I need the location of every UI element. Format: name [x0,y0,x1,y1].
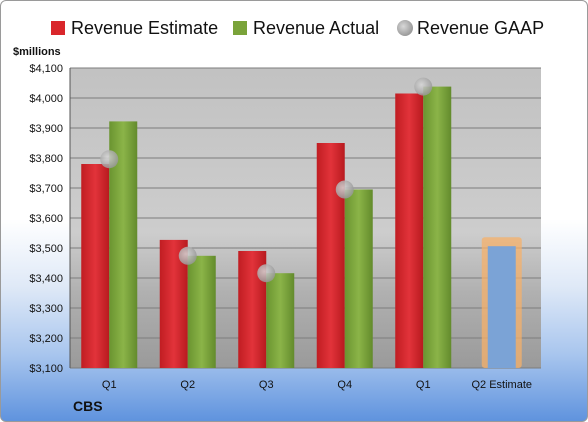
y-unit-label: $millions [13,46,61,58]
x-tick-label: Q2 [180,379,195,391]
legend-swatch [233,21,247,35]
y-tick-label: $3,800 [29,153,63,165]
marker-revenue-gaap [257,264,276,283]
company-label: CBS [73,398,103,414]
marker-revenue-gaap [414,77,433,96]
bar-revenue-estimate [395,93,424,368]
y-tick-label: $3,200 [29,333,63,345]
bar-revenue-estimate [316,143,345,368]
x-tick-label: Q1 [416,379,431,391]
bar-revenue-actual [344,189,373,368]
legend-swatch [397,20,413,36]
marker-revenue-gaap [100,150,119,169]
bar-revenue-actual [266,273,295,368]
legend-label: Revenue Actual [253,18,379,38]
y-tick-label: $3,600 [29,213,63,225]
y-tick-label: $3,700 [29,183,63,195]
bar-revenue-estimate [81,164,110,368]
legend-label: Revenue GAAP [417,18,544,38]
marker-revenue-gaap [178,246,197,265]
y-tick-label: $3,500 [29,243,63,255]
marker-revenue-gaap [335,180,354,199]
y-tick-label: $3,300 [29,303,63,315]
y-tick-label: $3,400 [29,273,63,285]
x-tick-label: Q4 [337,379,352,391]
x-tick-label: Q3 [259,379,274,391]
y-tick-label: $3,100 [29,363,63,375]
legend-swatch [51,21,65,35]
bar-future-estimate [487,246,516,368]
bar-revenue-actual [187,255,216,368]
x-tick-label: Q1 [102,379,117,391]
x-tick-label: Q2 Estimate [471,379,532,391]
bar-revenue-actual [423,86,452,368]
y-tick-label: $3,900 [29,123,63,135]
legend-label: Revenue Estimate [71,18,218,38]
y-tick-label: $4,000 [29,93,63,105]
y-tick-label: $4,100 [29,63,63,75]
